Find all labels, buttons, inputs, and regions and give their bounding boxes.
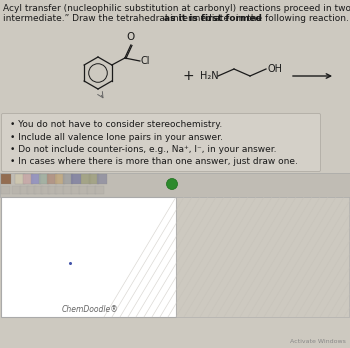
Bar [47, 174, 57, 184]
Bar [95, 186, 104, 194]
Text: intermediate.” Draw the tetrahedral intermediate: intermediate.” Draw the tetrahedral inte… [3, 14, 232, 23]
Bar [15, 174, 25, 184]
Text: • Do not include counter-ions, e.g., Na⁺, I⁻, in your answer.: • Do not include counter-ions, e.g., Na⁺… [10, 145, 276, 154]
Text: O: O [127, 32, 135, 42]
Bar [20, 186, 29, 194]
Bar [79, 186, 88, 194]
Text: +: + [182, 69, 194, 83]
Bar [55, 186, 64, 194]
Bar [12, 186, 21, 194]
Bar [48, 186, 57, 194]
Bar [1, 197, 176, 317]
Text: as it is first formed: as it is first formed [164, 14, 261, 23]
Bar [81, 174, 91, 184]
Bar [41, 186, 50, 194]
Bar [63, 186, 72, 194]
Bar [39, 174, 49, 184]
Bar [27, 186, 36, 194]
Bar [63, 174, 73, 184]
Circle shape [167, 179, 177, 190]
Bar [31, 174, 41, 184]
Text: H₂N: H₂N [200, 71, 219, 81]
Text: • You do not have to consider stereochemistry.: • You do not have to consider stereochem… [10, 120, 222, 129]
Text: OH: OH [267, 64, 282, 74]
Text: • In cases where there is more than one answer, just draw one.: • In cases where there is more than one … [10, 158, 298, 166]
Bar [0, 173, 350, 197]
Bar [1, 174, 11, 184]
Text: Cl: Cl [141, 56, 150, 66]
Bar [34, 186, 43, 194]
Text: ChemDoodle®: ChemDoodle® [62, 305, 118, 314]
Text: • Include all valence lone pairs in your answer.: • Include all valence lone pairs in your… [10, 133, 223, 142]
Text: in the following reaction.: in the following reaction. [233, 14, 349, 23]
Bar [71, 174, 81, 184]
Text: Activate Windows: Activate Windows [290, 339, 346, 344]
Text: Acyl transfer (nucleophilic substitution at carbonyl) reactions proceed in two s: Acyl transfer (nucleophilic substitution… [3, 4, 350, 13]
Bar [55, 174, 65, 184]
Bar [87, 186, 96, 194]
Bar [71, 186, 80, 194]
Bar [89, 174, 99, 184]
Bar [97, 174, 107, 184]
Bar [23, 174, 33, 184]
Bar [176, 197, 349, 317]
FancyBboxPatch shape [1, 113, 321, 172]
Bar [1, 186, 10, 194]
